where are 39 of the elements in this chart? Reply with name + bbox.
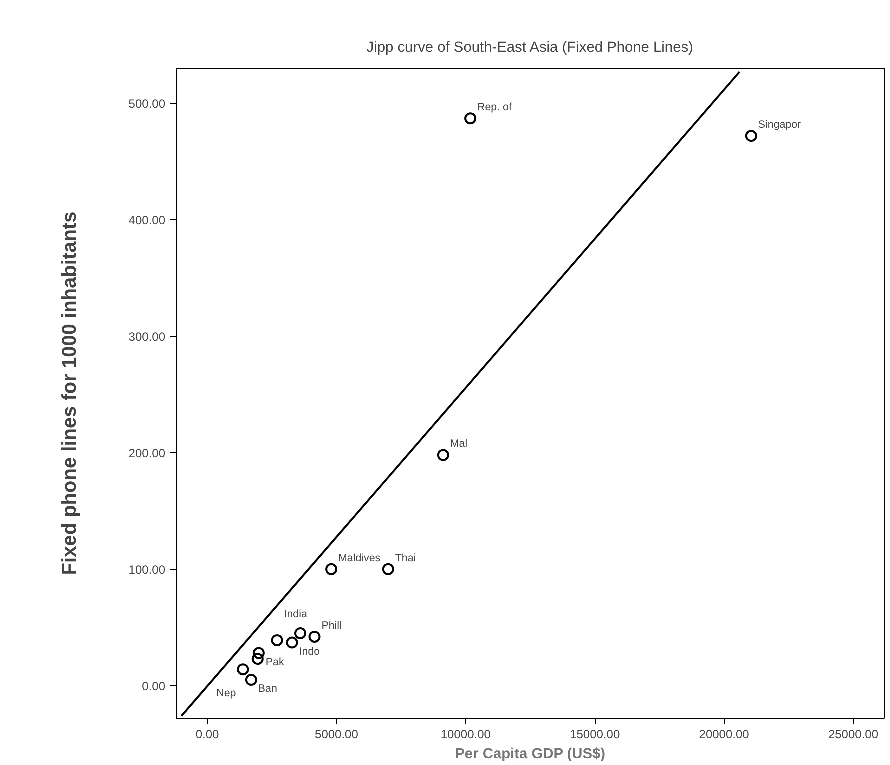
point bbox=[237, 664, 250, 676]
point bbox=[245, 674, 258, 686]
point bbox=[464, 112, 477, 125]
y-tick-label: 400.00 bbox=[128, 213, 166, 228]
annotation: Ban bbox=[258, 683, 278, 696]
point bbox=[286, 636, 298, 649]
annotation: Maldives bbox=[338, 552, 381, 564]
annotation: Nep bbox=[216, 688, 236, 700]
annotation: Rep. of bbox=[478, 102, 512, 114]
y-tick-label: 500.00 bbox=[128, 96, 166, 111]
chart-title: Jipp curve of South-East Asia (Fixed Phone Lines) bbox=[366, 40, 694, 56]
y-tick-label: 200.00 bbox=[128, 446, 166, 460]
x-tick-label: 20000.00 bbox=[699, 728, 750, 742]
x-axis-title: Per Capita GDP (US$) bbox=[455, 746, 606, 762]
annotation: Phill bbox=[322, 620, 342, 632]
annotation: Singapor bbox=[758, 119, 802, 132]
y-tick-label: 100.00 bbox=[128, 562, 166, 577]
x-tick-label: 25000.00 bbox=[828, 728, 879, 742]
point bbox=[252, 653, 264, 666]
annotation: Thai bbox=[395, 552, 416, 564]
annotation: Pak bbox=[266, 656, 285, 668]
y-tick-label: 0.00 bbox=[142, 679, 166, 694]
point bbox=[294, 627, 307, 640]
x-tick-label: 0.00 bbox=[196, 728, 220, 742]
point bbox=[745, 130, 758, 142]
x-tick-label: 15000.00 bbox=[570, 728, 620, 742]
annotation: Indo bbox=[299, 646, 320, 658]
y-tick-label: 300.00 bbox=[128, 330, 166, 344]
x-tick-label: 5000.00 bbox=[315, 728, 359, 742]
x-tick-label: 10000.00 bbox=[440, 728, 492, 742]
point bbox=[382, 563, 394, 576]
point bbox=[437, 449, 450, 462]
point bbox=[271, 634, 284, 646]
point bbox=[252, 647, 265, 660]
y-axis-title: Fixed phone lines for 1000 inhabitants bbox=[58, 212, 81, 576]
point bbox=[326, 563, 338, 576]
annotation: India bbox=[284, 608, 308, 620]
annotation: Mal bbox=[450, 438, 468, 450]
point bbox=[308, 630, 321, 643]
